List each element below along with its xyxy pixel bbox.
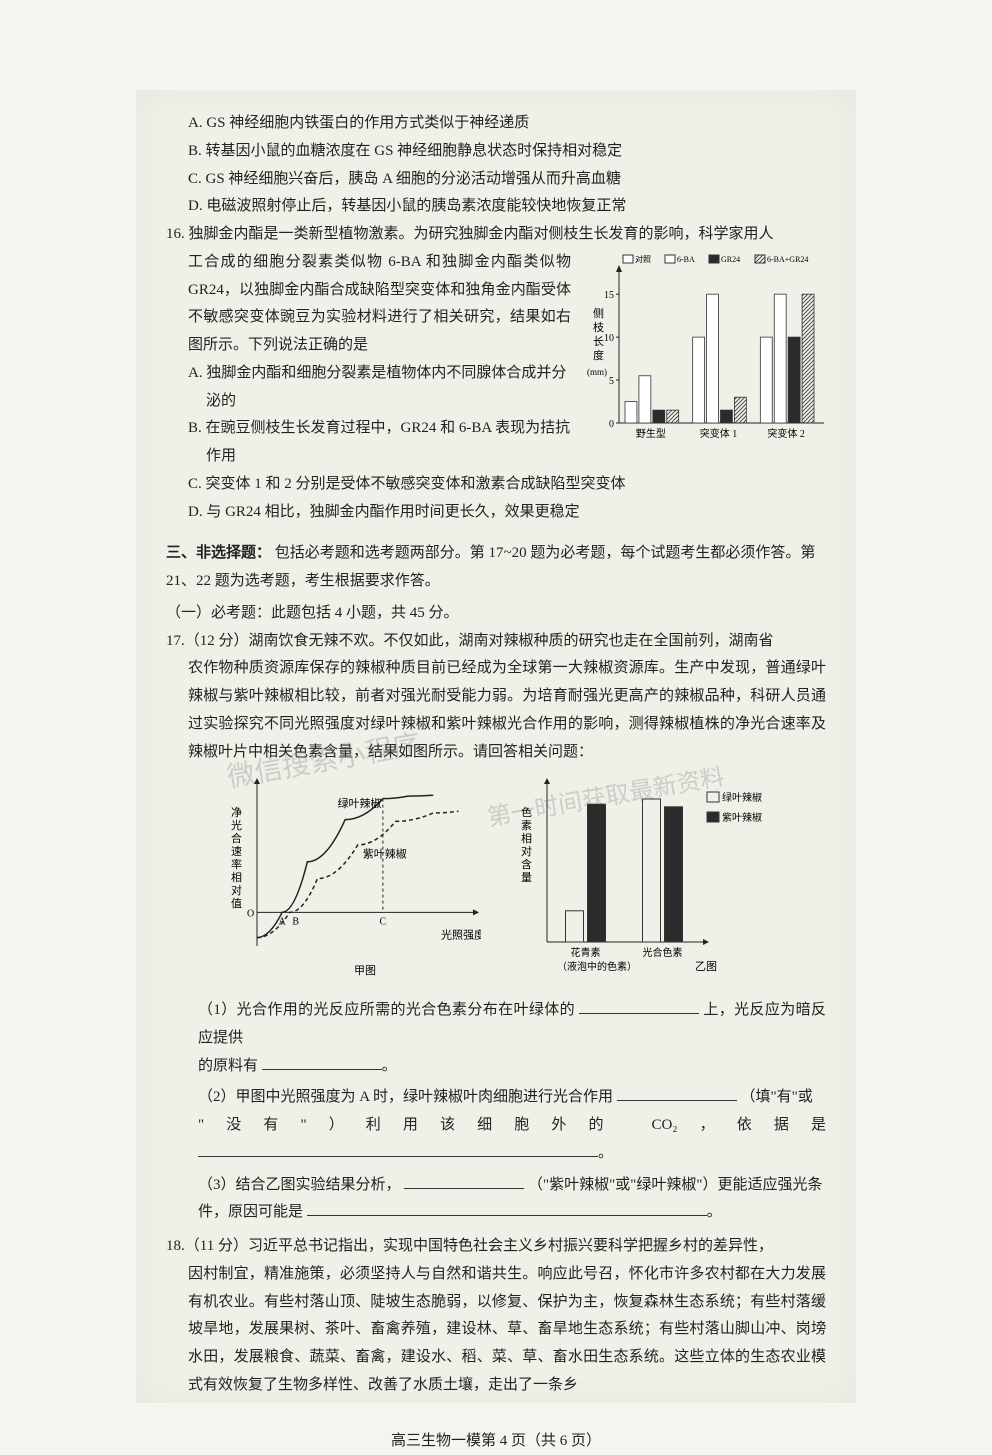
svg-text:率: 率 [231,857,242,871]
q17-sub3-c: 件，原因可能是 [198,1204,303,1220]
q16-opt-a: A. 独脚金内酯和细胞分裂素是植物体内不同腺体合成并分泌的 [188,360,571,416]
svg-text:素: 素 [521,819,532,832]
section3-sub: （一）必考题：此题包括 4 小题，共 45 分。 [166,600,826,628]
svg-text:C: C [380,917,387,928]
svg-text:量: 量 [521,871,532,884]
q17-sub2-c: "没有"）利用该细胞外的 CO₂，依据是 [198,1117,826,1133]
q17-line-chart: O 绿叶辣椒紫叶辣椒 AB C 光照强度 净光合速率相对值甲图 [221,776,481,976]
q17-sub1-c: 的原料有 [198,1058,258,1074]
svg-text:对照: 对照 [635,254,651,264]
blank [262,1055,382,1070]
svg-text:合: 合 [231,831,242,845]
q17-body: 农作物种质资源库保存的辣椒种质目前已经成为全球第一大辣椒资源库。生产中发现，普通… [188,655,826,766]
svg-text:光: 光 [231,818,242,832]
section3-title: 三、非选择题： [166,545,271,561]
svg-text:10: 10 [604,333,614,344]
q15-opt-b: B. 转基因小鼠的血糖浓度在 GS 神经细胞静息状态时保持相对稳定 [188,138,826,166]
svg-text:（液泡中的色素）: （液泡中的色素） [557,960,637,973]
svg-text:15: 15 [604,290,614,301]
q17-sub3-a: （3）结合乙图实验结果分析， [198,1177,401,1193]
svg-text:5: 5 [609,376,614,387]
q15-opt-d: D. 电磁波照射停止后，转基因小鼠的胰岛素浓度能较快地恢复正常 [188,193,826,221]
section3-heading: 三、非选择题： 包括必考题和选考题两部分。第 17~20 题为必考题，每个试题考… [166,540,826,596]
q17-sub3-b: （"紫叶辣椒"或"绿叶辣椒"）更能适应强光条 [528,1177,823,1193]
svg-text:速: 速 [231,845,242,858]
q16-opt-d: D. 与 GR24 相比，独脚金内酯作用时间更长久，效果更稳定 [188,499,826,527]
q17-sub1-a: （1）光合作用的光反应所需的光合色素分布在叶绿体的 [198,1002,575,1018]
svg-text:度: 度 [593,348,604,362]
blank [198,1142,598,1157]
q17-head: 17.（12 分）湖南饮食无辣不欢。不仅如此，湖南对辣椒种质的研究也走在全国前列… [166,628,826,656]
exam-page: A. GS 神经细胞内铁蛋白的作用方式类似于神经递质 B. 转基因小鼠的血糖浓度… [136,90,856,1403]
svg-text:绿叶辣椒: 绿叶辣椒 [338,796,382,810]
svg-text:甲图: 甲图 [354,964,376,976]
svg-text:6-BA+GR24: 6-BA+GR24 [767,255,808,264]
svg-text:值: 值 [231,897,242,910]
svg-text:B: B [292,917,299,928]
q16-chart: 0 5 10 15侧枝长度 (mm) 对照 6-BA GR24 6-BA+GR24 野生型 突变体 … [581,249,826,449]
q16-opt-c: C. 突变体 1 和 2 分别是受体不敏感突变体和激素合成缺陷型突变体 [188,471,826,499]
blank [579,999,699,1014]
svg-text:A: A [279,917,287,928]
svg-text:突变体 2: 突变体 2 [767,427,805,440]
svg-text:色: 色 [521,805,532,819]
svg-text:光合色素: 光合色素 [643,946,683,959]
svg-text:乙图: 乙图 [695,960,717,973]
svg-text:侧: 侧 [593,307,604,320]
svg-text:紫叶辣椒: 紫叶辣椒 [363,847,407,861]
q17-sub2: （2）甲图中光照强度为 A 时，绿叶辣椒叶肉细胞进行光合作用 （填"有"或 "没… [198,1084,826,1167]
q15-options: A. GS 神经细胞内铁蛋白的作用方式类似于神经递质 B. 转基因小鼠的血糖浓度… [188,110,826,221]
svg-text:对: 对 [521,844,532,858]
q17-chart-bar: 花青素 光合色素 色素相对含量 绿叶辣椒紫叶辣椒 （液泡中的色素） 乙图 [511,776,771,987]
q16-lead: 16. 独脚金内酯是一类新型植物激素。为研究独脚金内酯对侧枝生长发育的影响，科学… [166,221,826,249]
svg-text:绿叶辣椒: 绿叶辣椒 [722,791,762,804]
blank [404,1174,524,1189]
q17-bar-chart: 花青素 光合色素 色素相对含量 绿叶辣椒紫叶辣椒 （液泡中的色素） 乙图 [511,776,771,976]
page-footer: 高三生物一模第 4 页（共 6 页） [166,1428,826,1455]
svg-text:(mm): (mm) [587,367,607,377]
q16-body-wrap: 工合成的细胞分裂素类似物 6-BA 和独脚金内酯类似物 GR24，以独脚金内酯合… [166,249,826,471]
svg-text:花青素: 花青素 [571,946,601,959]
svg-text:紫叶辣椒: 紫叶辣椒 [722,811,762,824]
q17-chart-line: O 绿叶辣椒紫叶辣椒 AB C 光照强度 净光合速率相对值甲图 [221,776,481,987]
svg-text:突变体 1: 突变体 1 [700,427,738,440]
q16-opts-cont: C. 突变体 1 和 2 分别是受体不敏感突变体和激素合成缺陷型突变体 D. 与… [188,471,826,527]
q17-sub1: （1）光合作用的光反应所需的光合色素分布在叶绿体的 上，光反应为暗反应提供 的原… [198,997,826,1080]
q16-bar-chart: 0 5 10 15侧枝长度 (mm) 对照 6-BA GR24 6-BA+GR24 野生型 突变体 … [581,249,826,449]
q17-sub2-a: （2）甲图中光照强度为 A 时，绿叶辣椒叶肉细胞进行光合作用 [198,1089,613,1105]
q16-body: 工合成的细胞分裂素类似物 6-BA 和独脚金内酯类似物 GR24，以独脚金内酯合… [188,249,571,360]
svg-text:野生型: 野生型 [636,427,666,440]
svg-text:对: 对 [231,883,242,897]
blank [617,1086,737,1101]
q17-sub3: （3）结合乙图实验结果分析， （"紫叶辣椒"或"绿叶辣椒"）更能适应强光条 件，… [198,1172,826,1228]
q16-opt-b: B. 在豌豆侧枝生长发育过程中，GR24 和 6-BA 表现为拮抗作用 [188,415,571,471]
svg-text:GR24: GR24 [721,255,740,264]
svg-text:枝: 枝 [593,320,604,334]
svg-text:相: 相 [521,832,532,845]
q17-charts: 微信搜索小程序 第一时间获取最新资料 O绿叶辣椒紫叶辣椒ABC光照强度净光合速率… [166,776,826,987]
svg-text:O: O [247,909,254,920]
q17-sub2-b: （填"有"或 [741,1089,813,1105]
q18-body: 因村制宜，精准施策，必须坚持人与自然和谐共生。响应此号召，怀化市许多农村都在大力… [188,1261,826,1400]
blank [307,1201,707,1216]
svg-text:6-BA: 6-BA [677,255,695,264]
svg-text:光照强度: 光照强度 [441,928,481,942]
svg-text:长: 长 [593,335,604,348]
svg-text:净: 净 [231,805,242,819]
svg-text:相: 相 [231,871,242,884]
q17-subs: （1）光合作用的光反应所需的光合色素分布在叶绿体的 上，光反应为暗反应提供 的原… [188,997,826,1227]
q15-opt-a: A. GS 神经细胞内铁蛋白的作用方式类似于神经递质 [188,110,826,138]
svg-text:含: 含 [521,857,532,871]
q16-text: 工合成的细胞分裂素类似物 6-BA 和独脚金内酯类似物 GR24，以独脚金内酯合… [188,249,571,471]
q18-head: 18.（11 分）习近平总书记指出，实现中国特色社会主义乡村振兴要科学把握乡村的… [166,1233,826,1261]
svg-text:0: 0 [609,419,614,430]
q15-opt-c: C. GS 神经细胞兴奋后，胰岛 A 细胞的分泌活动增强从而升高血糖 [188,166,826,194]
